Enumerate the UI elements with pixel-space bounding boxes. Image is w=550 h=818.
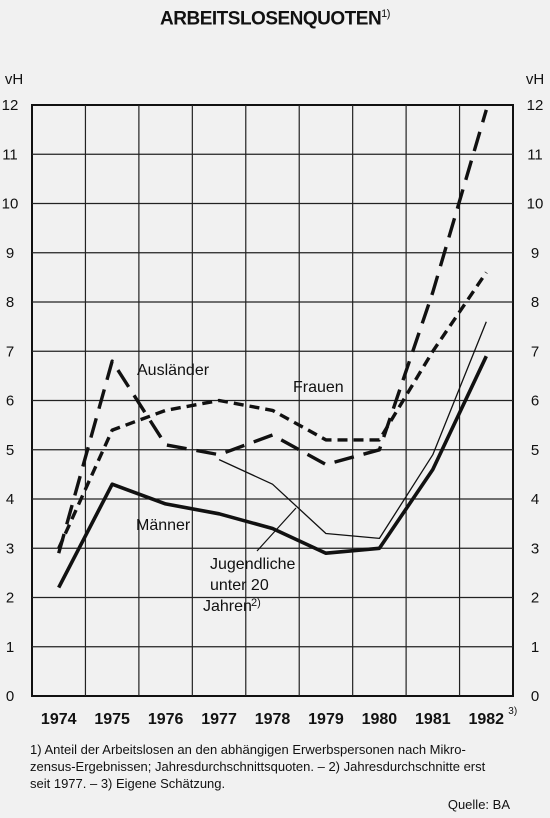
y-tick-label-right: 11 <box>527 146 543 163</box>
label-leader-line <box>256 507 297 552</box>
x-tick-label: 1975 <box>94 711 130 728</box>
y-tick-label-left: 8 <box>6 294 14 311</box>
x-tick-label: 1976 <box>148 711 184 728</box>
footnote-line: zensus-Ergebnissen; Jahresdurchschnittsq… <box>30 759 486 774</box>
y-tick-label-left: 3 <box>6 540 14 557</box>
x-tick-label: 1980 <box>362 711 398 728</box>
y-tick-label-right: 4 <box>531 491 539 508</box>
y-tick-label-left: 5 <box>6 442 14 459</box>
title-footnote-mark: 1) <box>381 8 390 20</box>
y-tick-label-left: 0 <box>6 688 14 705</box>
y-tick-label-left: 11 <box>2 146 18 163</box>
y-tick-label-right: 0 <box>531 688 539 705</box>
x-tick-label: 1978 <box>255 711 291 728</box>
y-tick-label-left: 1 <box>6 639 14 656</box>
y-axis-unit-left: vH <box>5 71 23 88</box>
x-tick-note: 3) <box>508 706 517 717</box>
footnote-line: 1) Anteil der Arbeitslosen an den abhäng… <box>30 742 466 757</box>
series-label-jugendliche-line1: Jugendliche <box>210 556 296 573</box>
y-tick-label-right: 8 <box>531 294 539 311</box>
y-tick-label-left: 2 <box>6 590 14 607</box>
source-note: Quelle: BA <box>447 797 510 812</box>
y-tick-label-right: 2 <box>531 590 539 607</box>
series-label-frauen: Frauen <box>293 379 344 396</box>
x-tick-label: 1982 <box>468 711 504 728</box>
series-label-jugendliche-note: 2) <box>251 597 261 609</box>
chart-title-text: ARBEITSLOSENQUOTEN <box>160 8 382 30</box>
chart-title: ARBEITSLOSENQUOTEN1) <box>0 8 550 30</box>
y-tick-label-right: 9 <box>531 245 539 262</box>
footnote: 1) Anteil der Arbeitslosen an den abhäng… <box>30 741 530 792</box>
y-tick-label-left: 4 <box>6 491 14 508</box>
x-tick-label: 1977 <box>201 711 237 728</box>
series-label-jugendliche-line3: Jahren <box>203 598 252 615</box>
x-tick-label: 1974 <box>41 711 77 728</box>
series-line-maenner <box>57 355 488 589</box>
footnote-line: seit 1977. – 3) Eigene Schätzung. <box>30 776 226 791</box>
y-tick-label-right: 12 <box>527 97 544 114</box>
y-tick-label-right: 5 <box>531 442 539 459</box>
y-tick-label-left: 12 <box>2 97 19 114</box>
y-tick-label-right: 7 <box>531 343 539 360</box>
y-tick-label-right: 10 <box>527 196 544 213</box>
series-line-jugendliche-unter-20-jahren <box>218 321 487 540</box>
y-tick-label-left: 6 <box>6 393 14 410</box>
y-tick-label-left: 7 <box>6 343 14 360</box>
x-tick-label: 1981 <box>415 711 451 728</box>
y-tick-label-right: 3 <box>531 540 539 557</box>
x-tick-label: 1979 <box>308 711 344 728</box>
series-label-auslaender: Ausländer <box>137 362 210 379</box>
series-label-jugendliche-line2: unter 20 <box>210 577 269 594</box>
y-tick-label-right: 1 <box>531 639 539 656</box>
y-tick-label-left: 9 <box>6 245 14 262</box>
y-tick-label-left: 10 <box>2 196 19 213</box>
y-axis-unit-right: vH <box>526 71 544 88</box>
series-label-maenner: Männer <box>136 517 191 534</box>
series-line-frauen <box>57 271 488 550</box>
series-line-auslaender <box>57 109 488 554</box>
y-tick-label-right: 6 <box>531 393 539 410</box>
